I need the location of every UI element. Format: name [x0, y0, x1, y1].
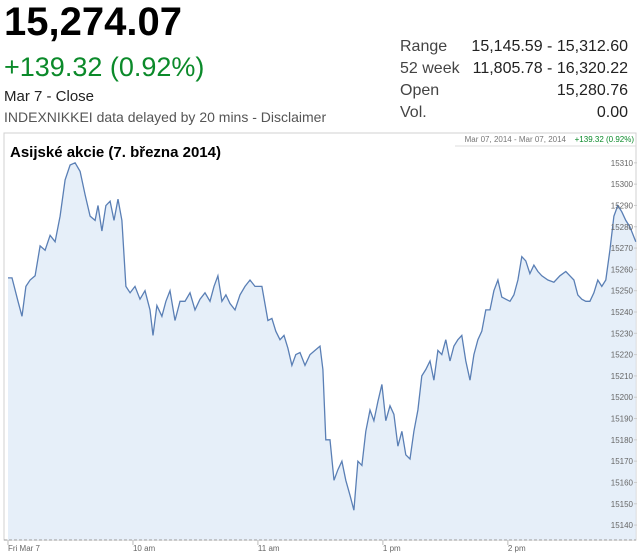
y-tick-label: 15290	[611, 201, 634, 210]
stat-label: Open	[400, 82, 440, 99]
source-note: INDEXNIKKEI data delayed by 20 mins - Di…	[4, 109, 326, 125]
x-tick-label: 11 am	[258, 544, 280, 553]
y-tick-label: 15180	[611, 436, 634, 445]
y-tick-label: 15140	[611, 521, 634, 530]
stat-label: Range	[400, 38, 448, 55]
price-line	[8, 161, 637, 511]
area-fill	[8, 162, 636, 541]
chart-title: Asijské akcie (7. března 2014)	[10, 144, 221, 161]
stat-label: Vol.	[400, 104, 427, 121]
stat-value: 15,280.76	[556, 82, 628, 99]
y-tick-label: 15210	[611, 372, 634, 381]
y-tick-label: 15160	[611, 478, 634, 487]
price: 15,274.07	[4, 0, 182, 44]
stat-value: 0.00	[596, 104, 628, 121]
stat-value: 11,805.78 - 16,320.22	[472, 60, 628, 77]
x-tick-label: 1 pm	[383, 544, 401, 553]
y-tick-label: 15300	[611, 180, 634, 189]
x-tick-label: 10 am	[133, 544, 156, 553]
y-tick-label: 15270	[611, 244, 634, 253]
y-tick-label: 15150	[611, 500, 634, 509]
y-tick-label: 15220	[611, 351, 634, 360]
x-tick-label: Fri Mar 7	[8, 544, 41, 553]
x-tick-label: 2 pm	[508, 544, 526, 553]
y-tick-label: 15310	[611, 159, 634, 168]
disclaimer-link[interactable]: Disclaimer	[260, 109, 327, 125]
quote-date: Mar 7 - Close	[4, 88, 95, 105]
y-tick-label: 15250	[611, 287, 634, 296]
y-tick-label: 15200	[611, 393, 634, 402]
y-tick-label: 15170	[611, 457, 634, 466]
change-label: +139.32 (0.92%)	[575, 135, 635, 144]
range-label: Mar 07, 2014 - Mar 07, 2014	[465, 135, 567, 144]
y-tick-label: 15230	[611, 329, 634, 338]
y-tick-label: 15280	[611, 223, 634, 232]
y-tick-label: 15260	[611, 265, 634, 274]
stat-value: 15,145.59 - 15,312.60	[471, 38, 628, 55]
chart: 15140 15150 15160 15170 15180 15190 15200 15210…	[3, 132, 637, 553]
price-change: +139.32 (0.92%)	[4, 52, 205, 82]
source-text: INDEXNIKKEI data delayed by 20 mins -	[4, 109, 257, 125]
stat-label: 52 week	[400, 60, 460, 77]
y-tick-label: 15240	[611, 308, 634, 317]
y-tick-label: 15190	[611, 415, 634, 424]
